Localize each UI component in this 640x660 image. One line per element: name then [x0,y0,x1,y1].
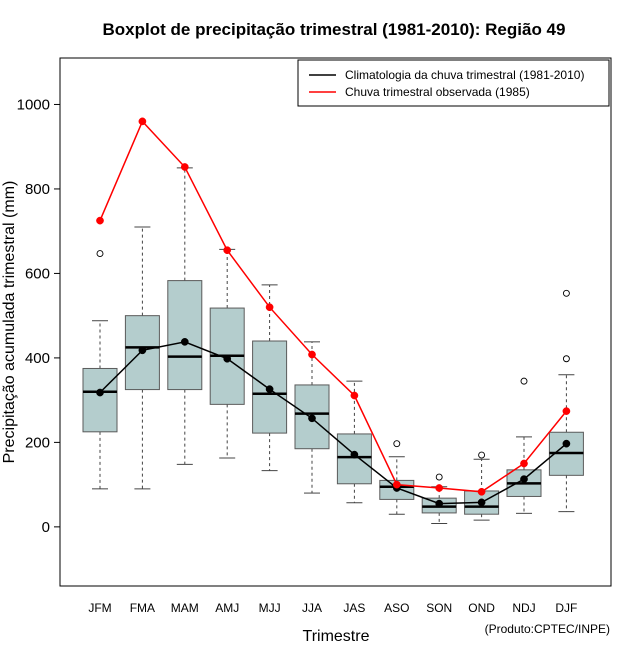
observed-point [180,163,189,171]
outlier-point [96,250,104,258]
y-tick-label: 0 [42,519,50,536]
x-tick-label: JJA [302,601,322,615]
observed-point [392,480,401,489]
x-tick-label: OND [468,601,495,615]
climatology-point [350,450,359,459]
observed-point [138,117,147,126]
legend-box [297,59,610,107]
climatology-point [265,385,274,394]
outlier-point [393,440,401,448]
plot-area: 0 200 400 600 800 1000 JFM FMA MAM AMJ MJJ JJA JAS AS… [17,57,612,615]
observed-line [99,120,567,493]
observed-point [265,303,274,312]
outlier-point [562,355,570,363]
x-axis-title: Trimestre [303,628,370,645]
chart-title: Boxplot de precipitação trimestral (1981… [103,20,566,39]
y-tick-label: 200 [25,434,50,451]
x-tick-label: NDJ [512,601,535,615]
box-iqr [167,280,203,391]
y-tick-label: 800 [25,181,50,198]
y-tick-label: 600 [25,265,50,282]
outlier-point [520,377,528,385]
observed-point [562,407,571,415]
box-iqr [82,367,118,433]
x-tick-label: MAM [171,601,199,615]
observed-point [520,459,528,468]
legend: Climatologia da chuva trimestral (1981-2… [297,59,610,107]
climatology-point [562,439,571,448]
x-tick-label: DJF [555,601,577,615]
x-tick-label: SON [426,601,452,615]
legend-label-observed: Chuva trimestral observada (1985) [345,85,530,99]
observed-point [477,487,486,496]
climatology-point [223,354,232,363]
observed-point [435,484,444,492]
observed-point [96,216,104,225]
outlier-point [562,289,570,297]
y-tick-label: 1000 [17,96,50,113]
x-tick-label: AMJ [215,601,239,615]
climatology-point [138,346,147,355]
x-tick-label: ASO [384,601,409,615]
climatology-point [477,498,486,507]
observed-point [308,350,316,359]
observed-point [223,246,232,255]
outlier-point [478,451,486,459]
observed-point [350,391,359,400]
climatology-point [520,475,528,483]
plot-frame [59,57,612,587]
x-tick-label: JFM [88,601,111,615]
outlier-point [435,473,443,481]
climatology-point [180,338,189,346]
product-credit: (Produto:CPTEC/INPE) [485,622,610,636]
x-tick-label: FMA [130,601,155,615]
x-tick-label: MJJ [259,601,281,615]
x-tick-label: JAS [343,601,365,615]
box-iqr [336,433,372,485]
legend-label-climatology: Climatologia da chuva trimestral (1981-2… [345,68,584,82]
climatology-line [99,341,567,505]
climatology-point [308,414,316,423]
climatology-point [435,499,444,508]
y-tick-label: 400 [25,350,50,367]
y-axis-title: Precipitação acumulada trimestral (mm) [1,181,18,464]
climatology-point [96,388,104,397]
